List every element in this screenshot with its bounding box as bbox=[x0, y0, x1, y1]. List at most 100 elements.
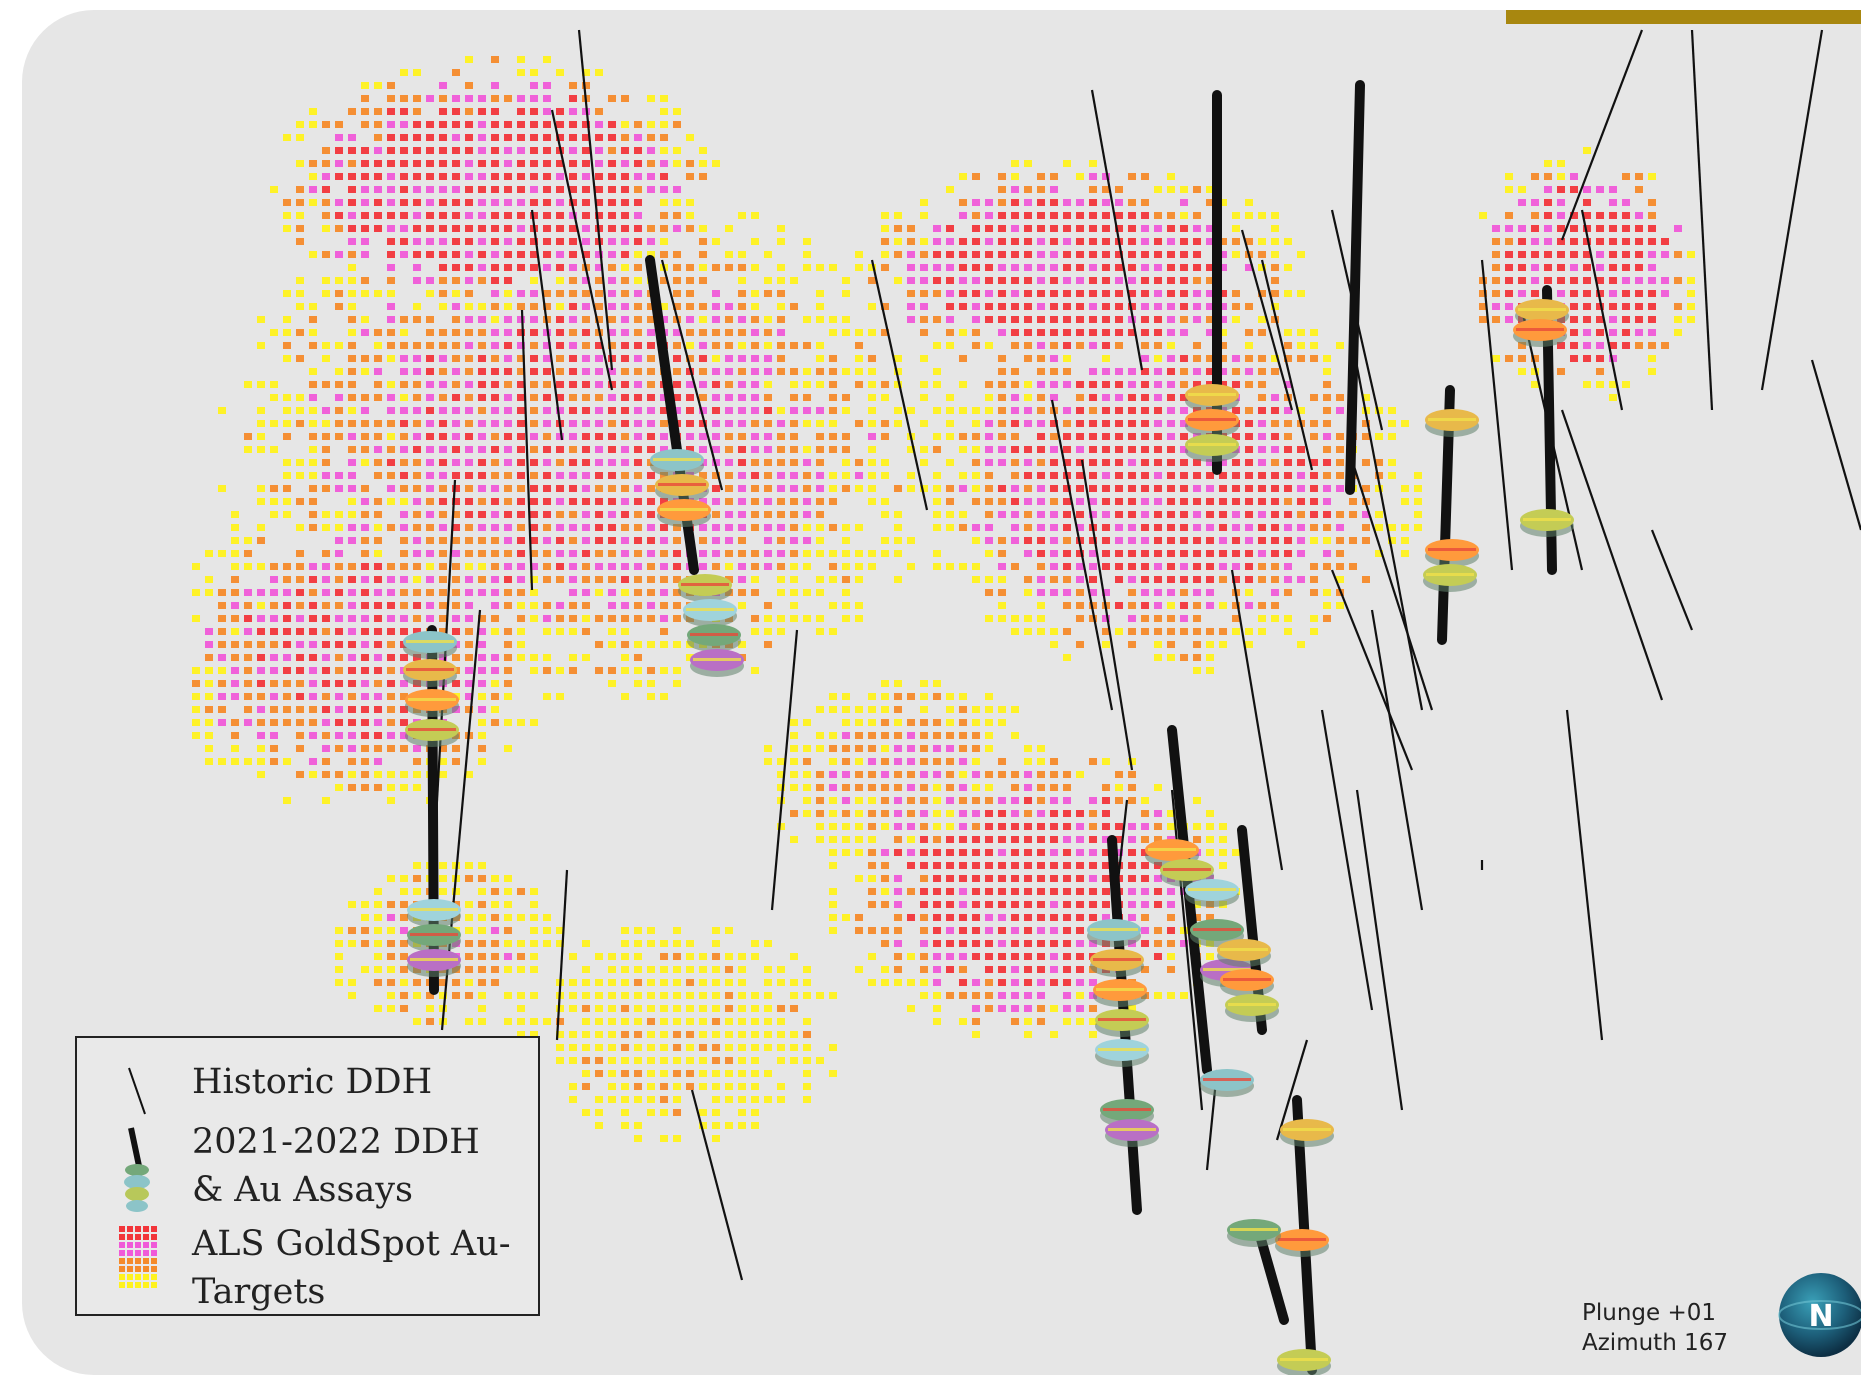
au-target-voxel bbox=[1232, 381, 1240, 388]
historic-drillhole[interactable] bbox=[1560, 29, 1644, 241]
au-target-voxel bbox=[933, 446, 941, 453]
au-target-voxel bbox=[1167, 316, 1175, 323]
3d-view[interactable]: Historic DDH 2021-2022 DDH & Au Assays A… bbox=[22, 10, 1861, 1375]
historic-drillhole[interactable] bbox=[1355, 789, 1404, 1111]
ddh-2021-2022[interactable] bbox=[403, 625, 461, 995]
au-target-voxel bbox=[517, 290, 525, 297]
historic-drillhole[interactable] bbox=[870, 259, 929, 511]
au-target-voxel bbox=[621, 524, 629, 531]
ddh-2021-2022[interactable] bbox=[1275, 1095, 1334, 1375]
historic-drillhole[interactable] bbox=[1580, 209, 1624, 411]
au-target-voxel bbox=[426, 199, 434, 206]
au-target-voxel bbox=[712, 459, 720, 466]
historic-drillhole[interactable] bbox=[1050, 399, 1114, 711]
historic-drillhole[interactable] bbox=[1650, 529, 1694, 631]
au-target-voxel bbox=[608, 381, 616, 388]
historic-drillhole[interactable] bbox=[550, 109, 614, 391]
au-target-voxel bbox=[647, 251, 655, 258]
au-target-voxel bbox=[933, 433, 941, 440]
au-target-voxel bbox=[946, 992, 954, 999]
historic-drillhole[interactable] bbox=[555, 869, 569, 1041]
ddh-2021-2022[interactable] bbox=[1345, 80, 1365, 495]
au-target-voxel bbox=[972, 225, 980, 232]
historic-drillhole[interactable] bbox=[1560, 409, 1664, 701]
au-target-voxel bbox=[1219, 303, 1227, 310]
au-target-voxel bbox=[335, 667, 343, 674]
au-target-voxel bbox=[920, 446, 928, 453]
au-target-voxel bbox=[582, 1057, 590, 1064]
au-target-voxel bbox=[569, 1031, 577, 1038]
au-target-voxel bbox=[1622, 342, 1630, 349]
au-target-voxel bbox=[595, 511, 603, 518]
au-target-voxel bbox=[374, 498, 382, 505]
au-target-voxel bbox=[309, 121, 317, 128]
au-target-voxel bbox=[738, 1018, 746, 1025]
au-target-voxel bbox=[608, 251, 616, 258]
ddh-2021-2022[interactable] bbox=[1227, 1219, 1289, 1325]
au-target-voxel bbox=[348, 901, 356, 908]
au-target-voxel bbox=[374, 654, 382, 661]
au-target-voxel bbox=[985, 407, 993, 414]
historic-drillhole[interactable] bbox=[690, 1089, 744, 1281]
ddh-2021-2022[interactable] bbox=[1087, 835, 1159, 1215]
au-target-voxel bbox=[348, 784, 356, 791]
historic-drillhole[interactable] bbox=[1810, 359, 1861, 531]
au-target-voxel bbox=[374, 706, 382, 713]
ddh-2021-2022[interactable] bbox=[1217, 825, 1279, 1035]
au-target-voxel bbox=[530, 914, 538, 921]
au-target-voxel bbox=[1037, 966, 1045, 973]
au-target-voxel bbox=[1089, 173, 1097, 180]
au-target-voxel bbox=[1102, 485, 1110, 492]
au-target-voxel bbox=[634, 225, 642, 232]
au-target-voxel bbox=[452, 251, 460, 258]
historic-drillhole[interactable] bbox=[577, 29, 614, 371]
au-target-voxel bbox=[530, 537, 538, 544]
au-target-voxel bbox=[946, 563, 954, 570]
north-compass-icon[interactable]: N bbox=[1776, 1270, 1861, 1360]
historic-drillhole[interactable] bbox=[1370, 609, 1424, 911]
historic-drillhole[interactable] bbox=[1230, 569, 1284, 871]
au-target-voxel bbox=[920, 680, 928, 687]
au-target-voxel bbox=[1024, 745, 1032, 752]
scene-canvas[interactable] bbox=[22, 10, 1861, 1375]
au-target-voxel bbox=[491, 394, 499, 401]
au-target-voxel bbox=[413, 589, 421, 596]
au-target-voxel bbox=[465, 433, 473, 440]
historic-drillhole[interactable] bbox=[1320, 709, 1374, 1011]
ddh-2021-2022[interactable] bbox=[1513, 285, 1574, 575]
historic-drillhole[interactable] bbox=[660, 259, 724, 491]
historic-drillhole[interactable] bbox=[1760, 29, 1824, 391]
historic-drillhole[interactable] bbox=[1690, 29, 1714, 411]
historic-drillhole[interactable] bbox=[1275, 1039, 1309, 1141]
au-target-voxel bbox=[868, 732, 876, 739]
historic-drillhole[interactable] bbox=[770, 629, 799, 911]
au-target-voxel bbox=[1089, 758, 1097, 765]
au-target-voxel bbox=[1362, 485, 1370, 492]
ddh-2021-2022[interactable] bbox=[1423, 385, 1479, 645]
au-target-voxel bbox=[933, 810, 941, 817]
au-target-voxel bbox=[998, 953, 1006, 960]
au-target-voxel bbox=[361, 524, 369, 531]
historic-drillhole[interactable] bbox=[1565, 709, 1604, 1041]
au-target-voxel bbox=[491, 264, 499, 271]
historic-drillhole[interactable] bbox=[1260, 259, 1314, 471]
au-target-voxel bbox=[673, 264, 681, 271]
au-target-voxel bbox=[1063, 654, 1071, 661]
ddh-2021-2022[interactable] bbox=[645, 255, 744, 677]
au-target-voxel bbox=[959, 862, 967, 869]
historic-drillhole[interactable] bbox=[1240, 229, 1294, 411]
historic-drillhole[interactable] bbox=[520, 309, 534, 591]
au-target-voxel bbox=[881, 550, 889, 557]
historic-drillhole[interactable] bbox=[1090, 89, 1144, 371]
au-target-voxel bbox=[1583, 186, 1591, 193]
historic-drillhole[interactable] bbox=[1480, 259, 1514, 571]
au-target-voxel bbox=[556, 134, 564, 141]
au-target-voxel bbox=[686, 654, 694, 661]
au-target-voxel bbox=[634, 212, 642, 219]
ddh-2021-2022[interactable] bbox=[1185, 90, 1239, 475]
historic-drillhole[interactable] bbox=[1350, 459, 1434, 711]
historic-drillhole[interactable] bbox=[1080, 459, 1134, 771]
historic-drillhole[interactable] bbox=[1330, 569, 1414, 771]
historic-drillhole[interactable] bbox=[530, 209, 564, 441]
historic-drillhole[interactable] bbox=[1350, 339, 1424, 711]
